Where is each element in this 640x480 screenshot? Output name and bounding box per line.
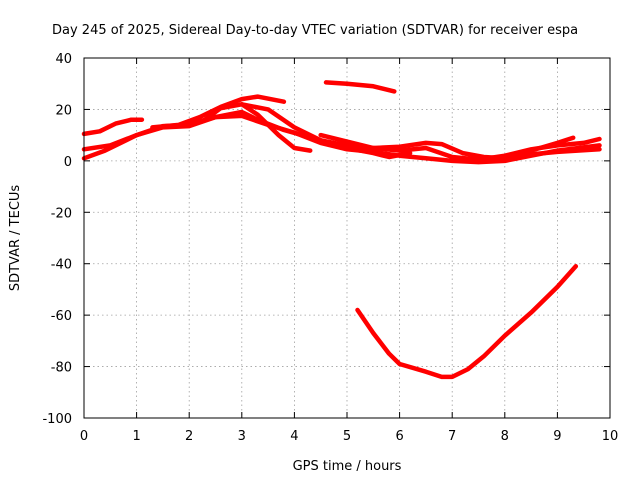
x-tick-label: 6 [395, 429, 403, 444]
x-tick-label: 9 [553, 429, 561, 444]
data-series-group [81, 80, 602, 380]
x-tick-label: 1 [132, 429, 140, 444]
series-line-s6 [239, 102, 413, 160]
series-line-s5 [186, 113, 602, 165]
y-tick-label: 0 [64, 155, 72, 170]
x-tick-label: 3 [238, 429, 246, 444]
series-line-s4 [150, 94, 287, 130]
ticks: 0 1 2 3 4 5 6 7 8 9 10 -100 -80 -60 -40 -20 0 20 40 [42, 52, 618, 444]
y-tick-label: -40 [51, 258, 72, 273]
y-tick-label: -20 [51, 206, 72, 221]
series-line-s9 [323, 80, 397, 94]
x-tick-label: 5 [343, 429, 351, 444]
y-tick-label: -100 [42, 412, 72, 427]
y-axis-label: SDTVAR / TECUs [8, 185, 23, 292]
x-tick-label: 8 [501, 429, 509, 444]
y-tick-label: 20 [55, 103, 72, 118]
series-line-s1 [81, 117, 145, 137]
x-tick-label: 7 [448, 429, 456, 444]
series-line-s10 [355, 264, 579, 380]
x-tick-label: 4 [290, 429, 298, 444]
chart-title: Day 245 of 2025, Sidereal Day-to-day VTE… [52, 23, 578, 38]
x-tick-label: 2 [185, 429, 193, 444]
y-tick-label: -80 [51, 361, 72, 376]
y-tick-label: 40 [55, 52, 72, 67]
x-tick-label: 0 [80, 429, 88, 444]
x-tick-label: 10 [602, 429, 619, 444]
y-tick-label: -60 [51, 309, 72, 324]
grid [84, 58, 610, 418]
series-line-s8 [476, 136, 602, 162]
x-axis-label: GPS time / hours [293, 459, 402, 474]
